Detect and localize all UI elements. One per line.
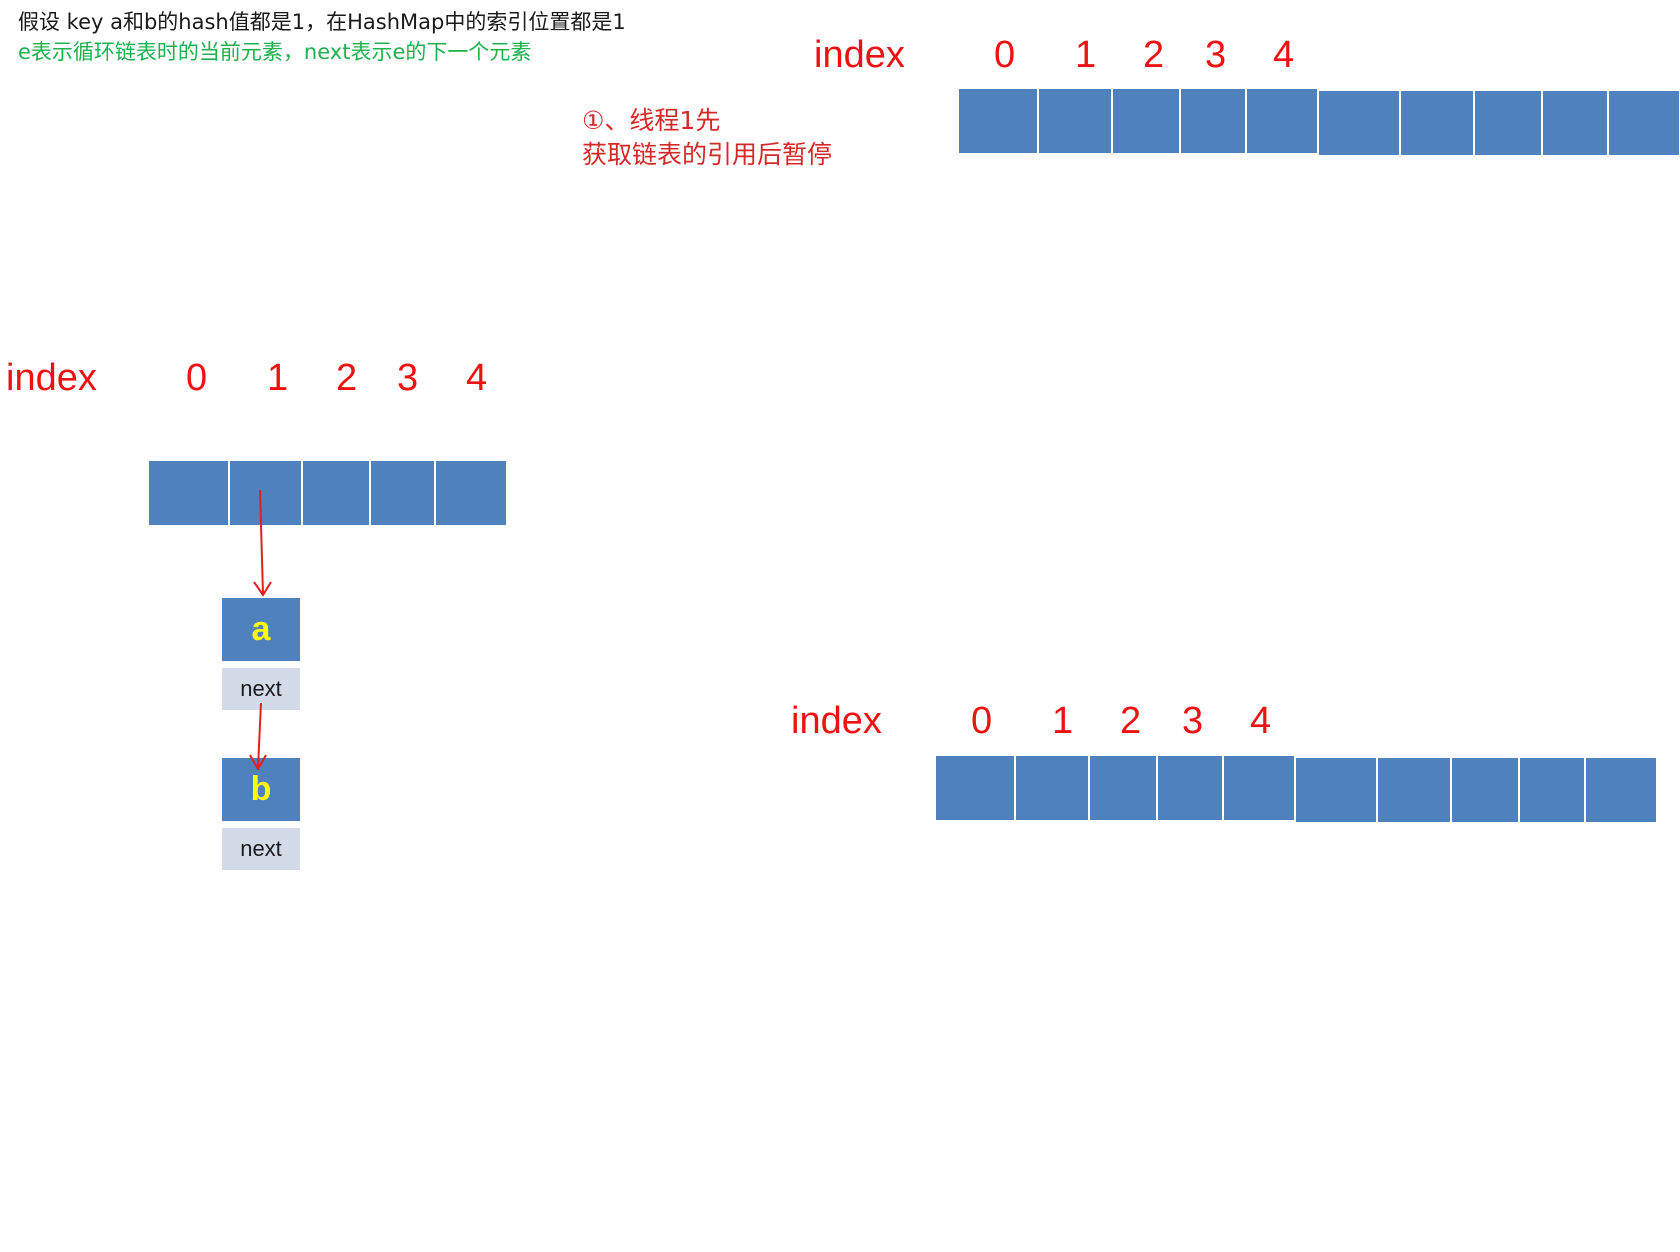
- arrow-head-b: [249, 754, 267, 772]
- top-array-cell: [1318, 90, 1400, 156]
- top-index-2: 2: [1143, 34, 1165, 76]
- step-line-1: ①、线程1先: [582, 106, 721, 135]
- top-array-cell: [1400, 90, 1474, 156]
- bottom-array-cell: [1519, 757, 1585, 823]
- bottom-index-1: 1: [1052, 700, 1074, 742]
- node-a-key: a: [222, 598, 300, 661]
- left-index-label: index: [6, 357, 97, 399]
- left-array-cell-index-1: [229, 460, 302, 526]
- bottom-array-cell: [1015, 755, 1089, 821]
- bottom-index-0: 0: [971, 700, 993, 742]
- left-index-3: 3: [397, 357, 419, 399]
- step-description: ①、线程1先 获取链表的引用后暂停: [582, 104, 832, 172]
- top-array-cell: [1038, 88, 1112, 154]
- assumption-note: 假设 key a和b的hash值都是1，在HashMap中的索引位置都是1: [18, 10, 626, 34]
- bottom-array-cell: [1451, 757, 1519, 823]
- bottom-index-label: index: [791, 700, 882, 742]
- left-array-cell: [148, 460, 229, 526]
- bottom-index-2: 2: [1120, 700, 1142, 742]
- bottom-array-cell: [1295, 757, 1377, 823]
- step-line-2: 获取链表的引用后暂停: [582, 140, 833, 169]
- bottom-array-cell: [1157, 755, 1223, 821]
- left-array-cell: [302, 460, 370, 526]
- bottom-array-cell: [1377, 757, 1451, 823]
- bottom-array-cell: [1223, 755, 1295, 821]
- left-index-4: 4: [466, 357, 488, 399]
- bottom-array-cell: [935, 755, 1015, 821]
- top-index-0: 0: [994, 34, 1016, 76]
- left-array-cell: [370, 460, 435, 526]
- left-index-2: 2: [336, 357, 358, 399]
- top-array-cell: [1542, 90, 1608, 156]
- bottom-index-3: 3: [1182, 700, 1204, 742]
- top-array-cell: [1246, 88, 1318, 154]
- node-b-key: b: [222, 758, 300, 821]
- arrow-head-a: [253, 581, 272, 597]
- top-index-3: 3: [1205, 34, 1227, 76]
- node-b-next: next: [222, 828, 300, 870]
- top-array-cell: [1180, 88, 1246, 154]
- bottom-index-4: 4: [1250, 700, 1272, 742]
- top-array-cell: [1474, 90, 1542, 156]
- left-index-1: 1: [267, 357, 289, 399]
- top-array-cell: [1608, 90, 1680, 156]
- top-array-cell: [958, 88, 1038, 154]
- legend-note: e表示循环链表时的当前元素，next表示e的下一个元素: [18, 40, 532, 64]
- arrow-index1-to-a: [259, 489, 264, 595]
- top-array-cell: [1112, 88, 1180, 154]
- top-index-label: index: [814, 34, 905, 76]
- arrow-a-next-to-b: [257, 702, 262, 769]
- bottom-array-cell: [1089, 755, 1157, 821]
- top-index-1: 1: [1075, 34, 1097, 76]
- top-index-4: 4: [1273, 34, 1295, 76]
- left-array-cell: [435, 460, 507, 526]
- bottom-array-cell: [1585, 757, 1657, 823]
- left-index-0: 0: [186, 357, 208, 399]
